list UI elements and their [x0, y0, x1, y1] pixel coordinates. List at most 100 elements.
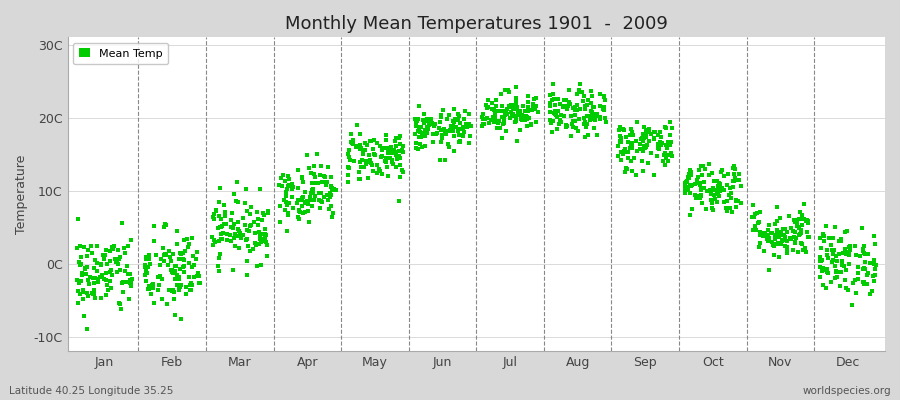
Point — [706, 185, 720, 192]
Text: worldspecies.org: worldspecies.org — [803, 386, 891, 396]
Point — [520, 116, 535, 122]
Point — [635, 137, 650, 144]
Point — [392, 133, 407, 139]
Point — [360, 142, 374, 148]
Point — [752, 209, 767, 215]
Point — [497, 116, 511, 122]
Point — [684, 182, 698, 189]
Point — [839, 284, 853, 291]
Point — [557, 103, 572, 109]
Point — [122, 296, 136, 303]
Point — [559, 122, 573, 128]
Point — [392, 135, 406, 141]
Point — [109, 259, 123, 265]
Point — [694, 187, 708, 193]
Point — [617, 148, 632, 154]
Point — [168, 270, 183, 276]
Point — [728, 174, 742, 181]
Point — [214, 222, 229, 229]
Point — [325, 187, 339, 194]
Point — [182, 241, 196, 248]
Point — [176, 262, 191, 269]
Point — [426, 139, 440, 146]
Point — [482, 97, 496, 104]
Point — [613, 123, 627, 130]
Point — [298, 199, 312, 206]
Point — [515, 112, 529, 118]
Point — [388, 149, 402, 156]
Point — [549, 112, 563, 118]
Point — [860, 270, 875, 276]
Point — [484, 117, 499, 123]
Point — [659, 142, 673, 148]
Point — [613, 138, 627, 144]
Point — [770, 229, 784, 236]
Point — [790, 222, 805, 229]
Point — [497, 116, 511, 122]
Point — [324, 184, 338, 190]
Point — [373, 168, 387, 174]
Point — [613, 138, 627, 145]
Point — [680, 179, 694, 185]
Point — [176, 257, 191, 264]
Point — [260, 252, 274, 259]
Point — [301, 208, 315, 214]
Point — [685, 206, 699, 212]
Point — [315, 178, 329, 185]
Point — [651, 140, 665, 147]
Point — [857, 280, 871, 287]
Point — [617, 126, 632, 133]
Point — [651, 144, 665, 151]
Point — [305, 203, 320, 210]
Point — [528, 95, 543, 102]
Point — [760, 236, 774, 242]
Point — [704, 197, 718, 203]
Point — [80, 293, 94, 300]
Point — [281, 173, 295, 179]
Point — [792, 232, 806, 238]
Point — [205, 234, 220, 241]
Point — [860, 272, 875, 278]
Point — [843, 243, 858, 249]
Point — [393, 155, 408, 162]
Point — [850, 276, 865, 282]
Point — [554, 101, 568, 108]
Point — [868, 266, 882, 272]
Point — [163, 254, 177, 260]
Point — [840, 248, 854, 255]
Point — [104, 244, 119, 251]
Point — [174, 282, 188, 288]
Point — [173, 266, 187, 272]
Point — [395, 169, 410, 175]
Point — [86, 250, 100, 256]
Point — [251, 216, 266, 222]
Point — [623, 132, 637, 138]
Point — [393, 140, 408, 147]
Point — [243, 204, 257, 210]
Point — [488, 112, 502, 119]
Point — [141, 255, 156, 262]
Point — [578, 102, 592, 109]
Point — [509, 83, 524, 90]
Point — [87, 291, 102, 297]
Point — [99, 277, 113, 284]
Point — [307, 197, 321, 203]
Point — [508, 114, 523, 121]
Point — [112, 299, 127, 306]
Point — [446, 119, 461, 125]
Point — [425, 120, 439, 126]
Point — [508, 119, 522, 125]
Point — [313, 172, 328, 178]
Point — [768, 220, 782, 227]
Point — [121, 270, 135, 277]
Point — [463, 121, 477, 128]
Point — [816, 233, 831, 239]
Point — [822, 234, 836, 241]
Point — [281, 212, 295, 218]
Point — [842, 252, 856, 259]
Point — [411, 145, 426, 152]
Point — [429, 131, 444, 138]
Point — [103, 269, 117, 276]
Point — [307, 171, 321, 177]
Point — [225, 210, 239, 216]
